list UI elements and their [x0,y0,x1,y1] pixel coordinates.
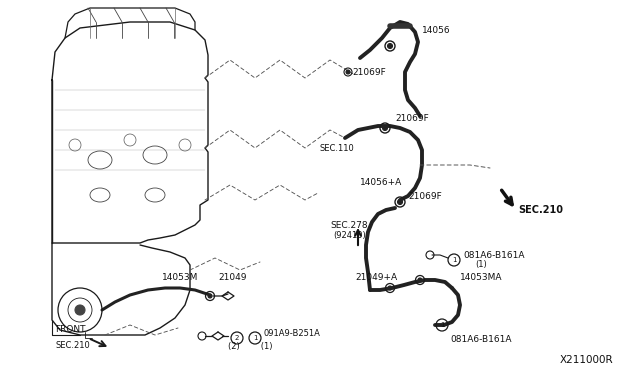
Text: X211000R: X211000R [560,355,614,365]
Text: 1: 1 [253,335,257,341]
Text: 14053M: 14053M [162,273,198,282]
Circle shape [418,278,422,282]
Circle shape [388,286,392,290]
Text: (2)        (1): (2) (1) [228,343,273,352]
Text: 21049+A: 21049+A [355,273,397,282]
Text: SEC.278: SEC.278 [330,221,367,230]
Text: SEC.110: SEC.110 [320,144,355,153]
Text: 2: 2 [235,335,239,341]
Text: (92410): (92410) [333,231,365,240]
Circle shape [346,70,350,74]
Circle shape [387,44,392,48]
Text: 21069F: 21069F [408,192,442,201]
Text: 21049: 21049 [218,273,246,282]
Circle shape [397,199,403,205]
Text: 14056+A: 14056+A [360,177,403,186]
Text: 21069F: 21069F [395,113,429,122]
Text: 14053MA: 14053MA [460,273,502,282]
Circle shape [383,125,387,131]
Text: 1: 1 [452,257,456,263]
Text: SEC.210: SEC.210 [55,341,90,350]
Text: 14056: 14056 [422,26,451,35]
Text: 081A6-B161A: 081A6-B161A [463,250,525,260]
Text: SEC.210: SEC.210 [518,205,563,215]
Text: (1): (1) [475,260,487,269]
Text: 1: 1 [440,322,444,328]
Text: 081A6-B161A: 081A6-B161A [450,336,511,344]
Circle shape [75,305,85,315]
Circle shape [208,294,212,298]
Text: 091A9-B251A: 091A9-B251A [263,330,320,339]
Text: 21069F: 21069F [352,67,386,77]
Text: FRONT: FRONT [55,326,86,334]
